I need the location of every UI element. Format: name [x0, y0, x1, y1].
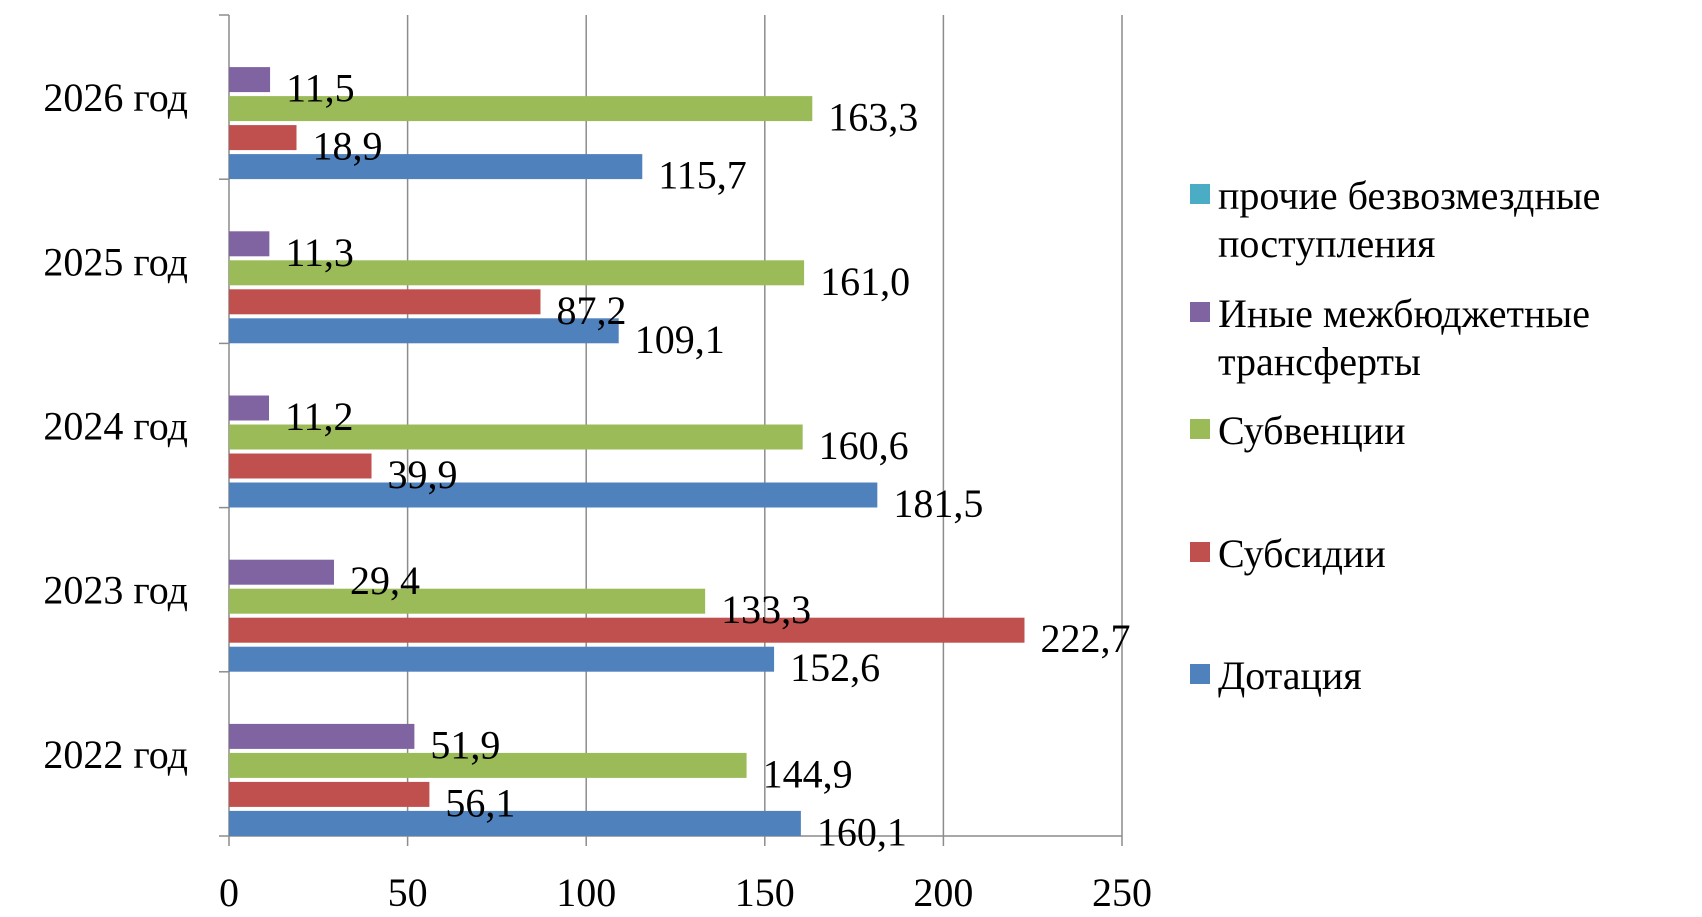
data-label: 109,1	[635, 317, 725, 362]
bar	[229, 125, 297, 151]
bars	[229, 67, 1025, 836]
bar	[229, 723, 415, 749]
legend-swatch	[1190, 184, 1210, 204]
legend-item-dotation: Дотация	[1190, 652, 1698, 700]
x-tick-label: 50	[388, 870, 428, 912]
data-label: 222,7	[1040, 616, 1130, 661]
data-label: 11,5	[286, 66, 355, 111]
bar	[229, 453, 372, 479]
y-tick-label: 2022 год	[43, 732, 188, 777]
bar	[229, 752, 747, 778]
x-tick-label: 0	[219, 870, 239, 912]
data-label: 163,3	[828, 95, 918, 140]
legend-swatch	[1190, 302, 1210, 322]
data-labels: 160,1 56,1 144,9 51,9 152,6 222,7 133,3 29,4 181…	[285, 66, 1130, 855]
bar	[229, 395, 270, 421]
legend-swatch	[1190, 664, 1210, 684]
x-tick-label: 200	[913, 870, 973, 912]
legend-label: прочие безвозмездные поступления	[1218, 173, 1601, 266]
bar	[229, 617, 1025, 643]
legend-swatch	[1190, 419, 1210, 439]
data-label: 56,1	[445, 780, 515, 825]
data-label: 161,0	[820, 259, 910, 304]
data-label: 39,9	[388, 452, 458, 497]
legend-item-subventions: Субвенции	[1190, 407, 1698, 455]
data-label: 133,3	[721, 587, 811, 632]
x-tick-label: 250	[1092, 870, 1152, 912]
bar	[229, 67, 271, 93]
legend-item-other-transfers: прочие безвозмездные поступления	[1190, 172, 1698, 268]
bar	[229, 231, 270, 257]
y-tick-label: 2025 год	[43, 239, 188, 284]
legend-label: Субвенции	[1218, 408, 1406, 453]
bar	[229, 781, 430, 807]
bar	[229, 810, 801, 836]
data-label: 181,5	[893, 481, 983, 526]
bar	[229, 289, 541, 315]
data-label: 87,2	[556, 288, 626, 333]
bar	[229, 260, 805, 286]
bar	[229, 154, 643, 180]
bar	[229, 318, 619, 344]
x-tick-label: 150	[735, 870, 795, 912]
legend-swatch	[1190, 542, 1210, 562]
bar	[229, 559, 335, 585]
legend-label: Дотация	[1218, 653, 1362, 698]
data-label: 29,4	[350, 558, 420, 603]
data-label: 11,2	[285, 394, 354, 439]
bar	[229, 646, 775, 672]
y-tick-label: 2023 год	[43, 568, 188, 613]
legend-label: Субсидии	[1218, 531, 1386, 576]
data-label: 144,9	[763, 751, 853, 796]
data-label: 152,6	[790, 645, 880, 690]
legend-item-subsidies: Субсидии	[1190, 530, 1698, 578]
bar	[229, 482, 878, 508]
tick-labels: 0 50 100 150 200 250 2022 год 2023 год 2024 год 2…	[43, 75, 1152, 915]
data-label: 115,7	[658, 153, 747, 198]
bar	[229, 96, 813, 122]
data-label: 51,9	[430, 722, 500, 767]
y-tick-label: 2024 год	[43, 404, 188, 449]
bar	[229, 588, 706, 614]
data-label: 11,3	[285, 230, 354, 275]
y-tick-label: 2026 год	[43, 75, 188, 120]
x-tick-label: 100	[556, 870, 616, 912]
legend: прочие безвозмездные поступления Иные ме…	[1190, 0, 1700, 912]
data-label: 18,9	[313, 124, 383, 169]
data-label: 160,1	[817, 809, 907, 854]
legend-item-interbudget-transfers: Иные межбюджетные трансферты	[1190, 290, 1698, 386]
bar	[229, 424, 803, 450]
data-label: 160,6	[819, 423, 909, 468]
legend-label: Иные межбюджетные трансферты	[1218, 291, 1591, 384]
